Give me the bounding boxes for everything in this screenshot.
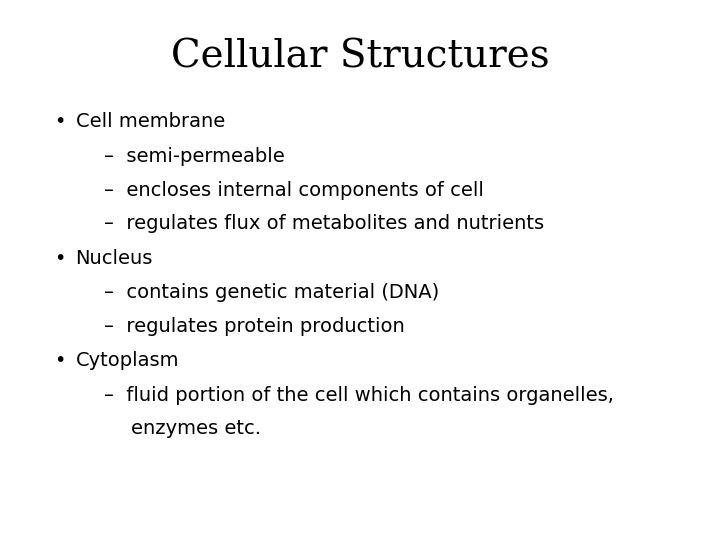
Text: –  regulates protein production: – regulates protein production — [104, 316, 405, 336]
Text: –  fluid portion of the cell which contains organelles,: – fluid portion of the cell which contai… — [104, 386, 614, 405]
Text: Nucleus: Nucleus — [76, 248, 153, 268]
Text: Cell membrane: Cell membrane — [76, 112, 225, 131]
Text: Cytoplasm: Cytoplasm — [76, 351, 179, 370]
Text: enzymes etc.: enzymes etc. — [131, 419, 261, 438]
Text: Cellular Structures: Cellular Structures — [171, 38, 549, 75]
Text: –  regulates flux of metabolites and nutrients: – regulates flux of metabolites and nutr… — [104, 214, 544, 233]
Text: –  contains genetic material (DNA): – contains genetic material (DNA) — [104, 283, 440, 302]
Text: •: • — [54, 351, 66, 370]
Text: –  semi-permeable: – semi-permeable — [104, 147, 285, 166]
Text: –  encloses internal components of cell: – encloses internal components of cell — [104, 180, 485, 200]
Text: •: • — [54, 112, 66, 131]
Text: •: • — [54, 248, 66, 268]
